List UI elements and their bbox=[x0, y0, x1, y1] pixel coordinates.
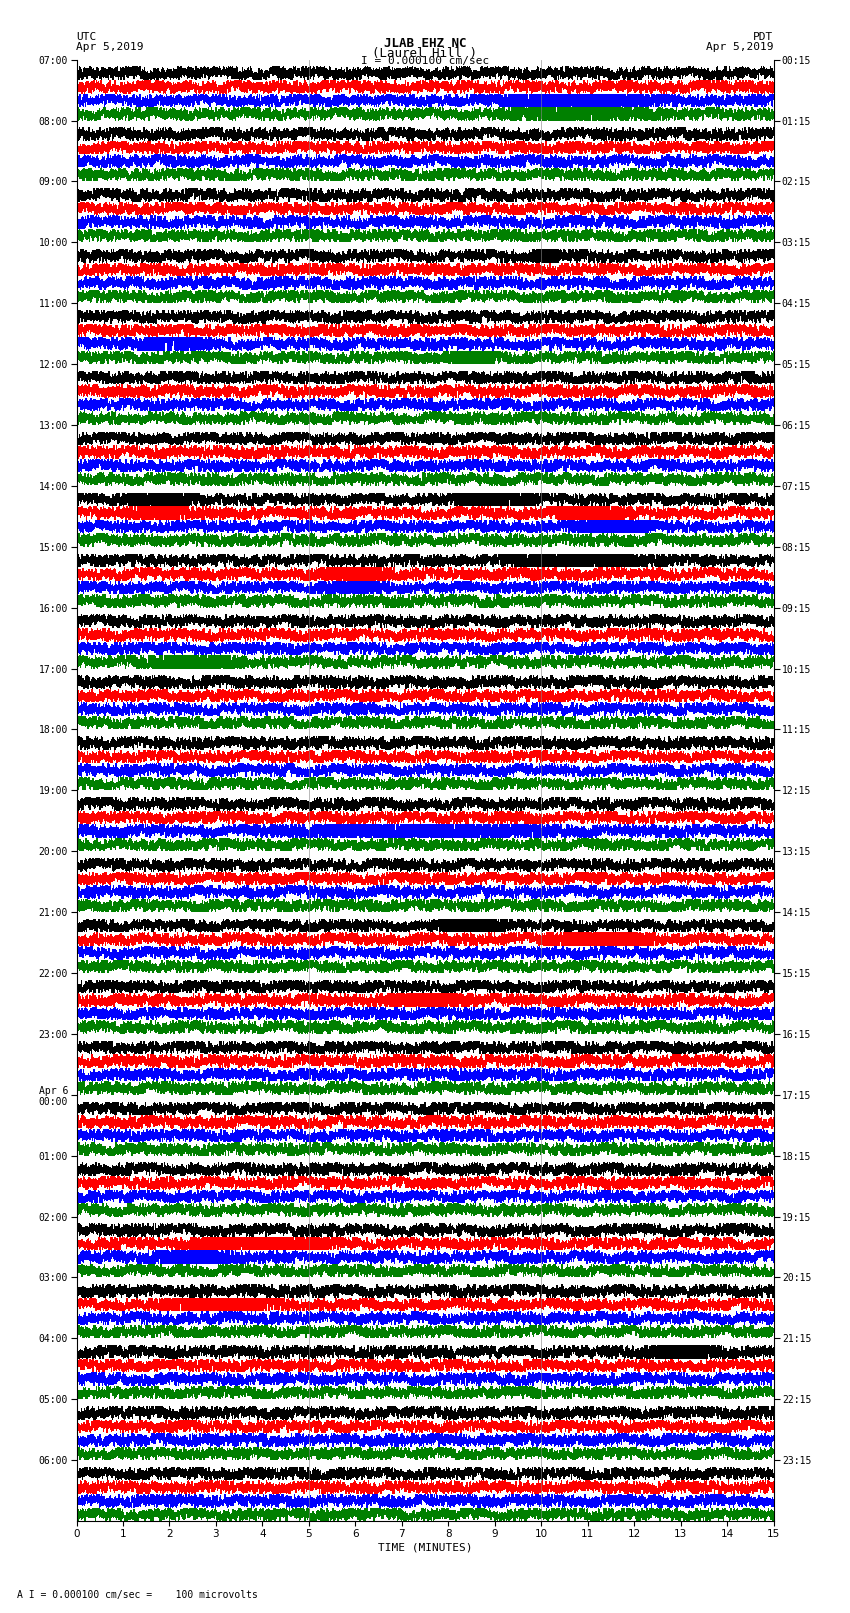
X-axis label: TIME (MINUTES): TIME (MINUTES) bbox=[377, 1544, 473, 1553]
Text: I = 0.000100 cm/sec: I = 0.000100 cm/sec bbox=[361, 56, 489, 66]
Text: Apr 5,2019: Apr 5,2019 bbox=[76, 42, 144, 52]
Text: A I = 0.000100 cm/sec =    100 microvolts: A I = 0.000100 cm/sec = 100 microvolts bbox=[17, 1590, 258, 1600]
Text: (Laurel Hill ): (Laurel Hill ) bbox=[372, 47, 478, 60]
Text: Apr 5,2019: Apr 5,2019 bbox=[706, 42, 774, 52]
Text: UTC: UTC bbox=[76, 32, 97, 42]
Text: PDT: PDT bbox=[753, 32, 774, 42]
Text: JLAB EHZ NC: JLAB EHZ NC bbox=[383, 37, 467, 50]
